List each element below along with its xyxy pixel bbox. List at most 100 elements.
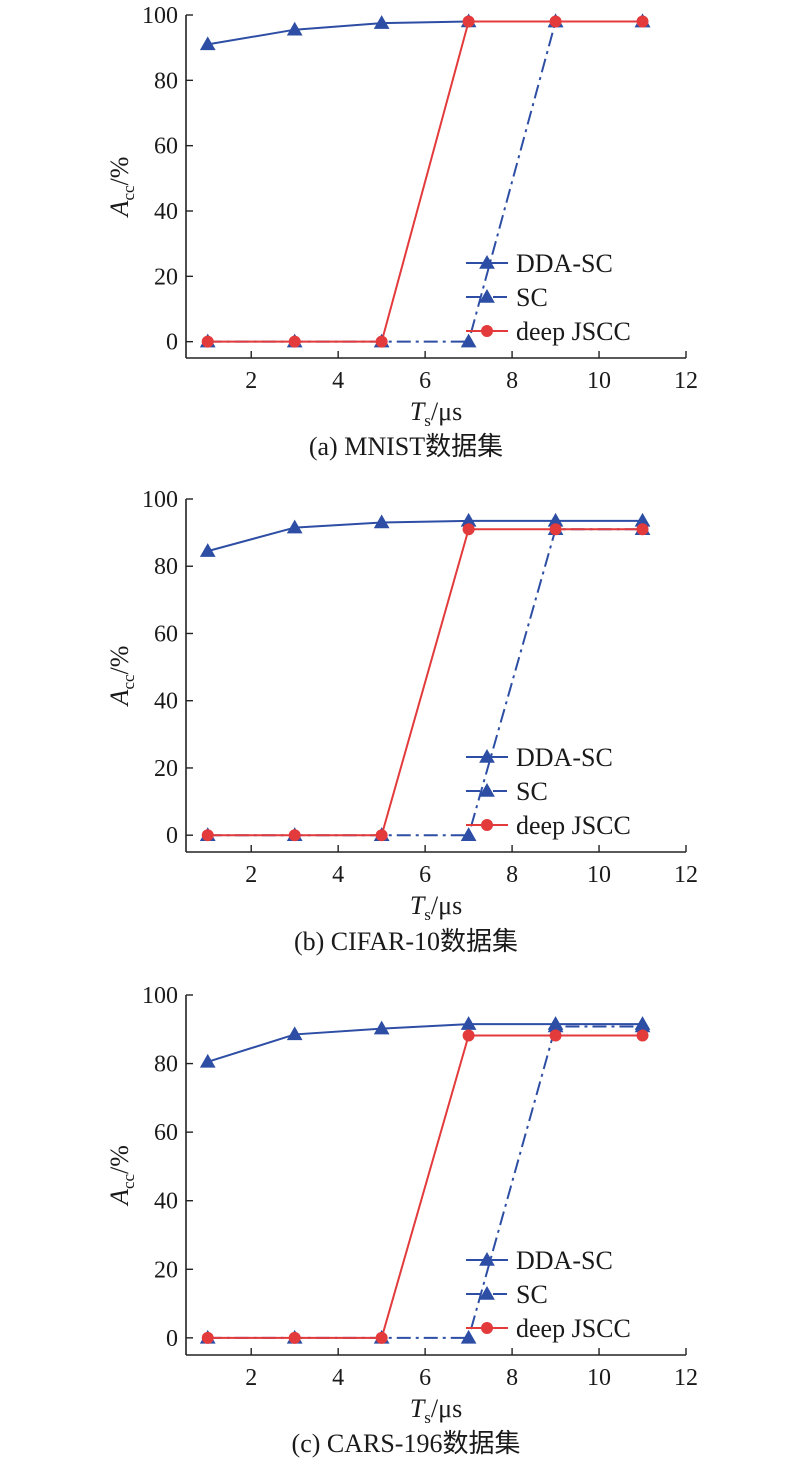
x-axis-label-sub: s (424, 411, 431, 430)
y-axis-label-unit: /% (105, 1145, 134, 1174)
series-line (207, 528, 643, 837)
legend-label: deep JSCC (516, 811, 631, 840)
x-tick-label: 6 (419, 368, 431, 394)
y-tick-label: 100 (142, 3, 178, 29)
data-point (375, 335, 388, 348)
x-axis-label: Ts/μs (410, 1394, 462, 1427)
legend-marker (479, 782, 495, 797)
y-tick-label: 80 (154, 554, 178, 580)
x-axis-label-sub: s (424, 1408, 431, 1427)
data-point (373, 514, 390, 529)
data-point (462, 15, 475, 28)
legend-label: deep JSCC (516, 1314, 631, 1343)
legend-label: DDA-SC (516, 1246, 613, 1275)
legend-item: deep JSCC (466, 1314, 631, 1343)
y-tick-label: 80 (154, 1052, 178, 1078)
x-axis-label-unit: /μs (431, 397, 462, 426)
legend-marker (479, 1251, 495, 1266)
x-tick-label: 8 (506, 1365, 518, 1391)
x-tick-label: 6 (419, 862, 431, 888)
series-line (207, 1025, 643, 1339)
y-tick-label: 0 (166, 823, 178, 849)
legend-label: DDA-SC (516, 743, 613, 772)
y-tick-label: 80 (154, 68, 178, 94)
legend-marker (479, 1285, 495, 1300)
data-point (201, 829, 214, 842)
data-point (636, 523, 649, 536)
x-tick-label: 6 (419, 1365, 431, 1391)
y-tick-label: 40 (154, 199, 178, 225)
data-point (201, 335, 214, 348)
legend-label: SC (516, 1280, 548, 1309)
y-tick-label: 0 (166, 330, 178, 356)
y-axis-label: Acc/% (105, 1145, 138, 1207)
data-point (199, 543, 216, 557)
legend-marker (479, 748, 495, 763)
x-axis-label: Ts/μs (410, 397, 462, 430)
x-tick-label: 4 (332, 1365, 344, 1391)
legend-label: SC (516, 283, 548, 312)
x-axis-label-sub: s (424, 905, 431, 924)
data-point (286, 519, 303, 534)
x-tick-label: 2 (245, 368, 257, 394)
y-tick-label: 20 (154, 1257, 178, 1283)
y-tick-label: 60 (154, 1120, 178, 1146)
legend-marker (479, 288, 495, 303)
y-axis-label-unit: /% (105, 157, 134, 186)
data-point (288, 335, 301, 348)
x-axis-label-main: T (410, 1394, 426, 1423)
data-point (460, 1329, 477, 1344)
series-line (207, 519, 643, 553)
legend-marker (481, 819, 493, 831)
data-point (375, 829, 388, 842)
panel-caption: (c) CARS-196数据集 (292, 1429, 521, 1458)
series-line (207, 20, 643, 343)
y-axis-label-main: A (105, 200, 134, 218)
x-tick-label: 8 (506, 862, 518, 888)
chart-panel: 0 20 40 60 80 100 2 4 6 8 10 12 Acc/% Ts/μs (b) CIFAR-… (105, 487, 698, 956)
y-axis-label-main: A (105, 689, 134, 707)
panel-caption: (b) CIFAR-10数据集 (294, 927, 518, 956)
series-line (207, 528, 643, 837)
legend-label: DDA-SC (516, 249, 613, 278)
x-tick-label: 2 (245, 1365, 257, 1391)
y-axis-label: Acc/% (105, 157, 138, 219)
data-point (460, 1016, 477, 1030)
y-tick-label: 100 (142, 983, 178, 1009)
y-tick-label: 40 (154, 689, 178, 715)
data-point (462, 1029, 475, 1042)
x-tick-label: 10 (587, 1365, 611, 1391)
data-point (288, 829, 301, 842)
y-axis-label-unit: /% (105, 646, 134, 675)
x-axis-label-main: T (410, 891, 426, 920)
x-tick-label: 2 (245, 862, 257, 888)
x-tick-label: 10 (587, 862, 611, 888)
data-point (460, 333, 477, 348)
data-point (460, 827, 477, 841)
data-point (549, 523, 562, 536)
data-point (199, 1053, 216, 1068)
series-line (207, 1034, 643, 1339)
data-point (462, 523, 475, 536)
x-axis-label: Ts/μs (410, 891, 462, 924)
data-point (288, 1331, 301, 1344)
data-point (373, 1020, 390, 1035)
legend-item: SC (466, 777, 548, 806)
data-point (549, 1029, 562, 1042)
x-tick-label: 12 (674, 1365, 698, 1391)
y-tick-label: 60 (154, 134, 178, 160)
data-point (373, 15, 390, 29)
y-axis-label-main: A (105, 1189, 134, 1207)
series-line (207, 1023, 643, 1063)
data-point (375, 1331, 388, 1344)
legend-item: SC (466, 1280, 548, 1309)
y-axis-label: Acc/% (105, 646, 138, 708)
data-point (199, 36, 216, 51)
y-axis-label-sub: cc (119, 674, 138, 690)
legend-item: DDA-SC (466, 743, 613, 772)
data-point (636, 1029, 649, 1042)
data-point (201, 1331, 214, 1344)
